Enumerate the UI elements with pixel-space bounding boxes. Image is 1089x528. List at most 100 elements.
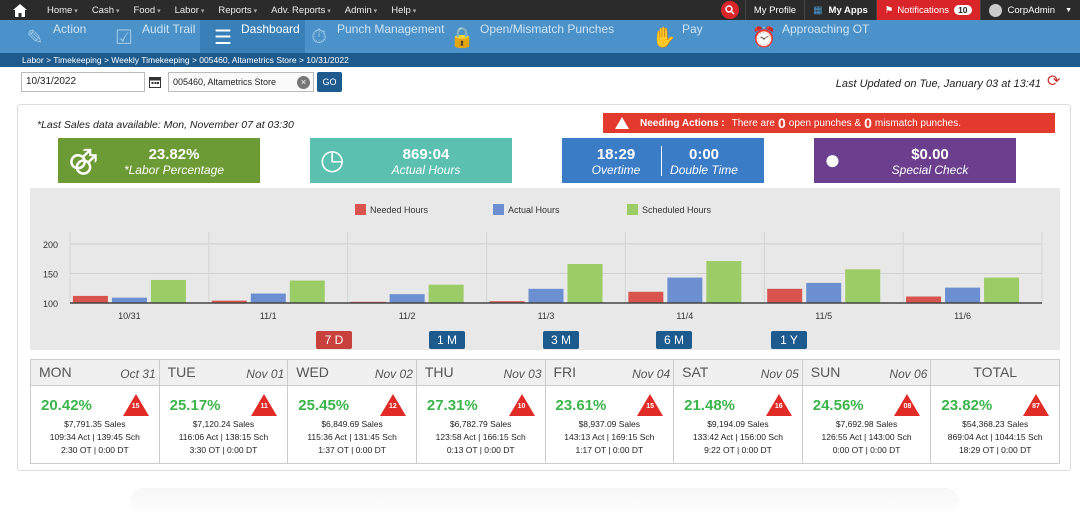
alert-warning-icon[interactable]: 87 xyxy=(1023,394,1049,417)
worker-icon: ⚣ xyxy=(68,144,99,175)
special-check-tile[interactable]: ● $0.00 Special Check xyxy=(814,138,1016,183)
alert-warning-icon[interactable]: 15 xyxy=(122,394,149,417)
my-profile-link[interactable]: My Profile xyxy=(744,0,804,20)
bar-scheduled-hours xyxy=(567,264,603,303)
labor-percent: 23.61% xyxy=(555,397,607,414)
alert-count: 16 xyxy=(774,403,783,410)
day-header: TOTAL xyxy=(931,360,1059,386)
money-hand-icon: ✋ xyxy=(651,26,677,49)
weekly-summary: MON Oct 31 20.42% 15 $7,791.35 Sales 109:34 A… xyxy=(30,359,1060,464)
overtime-value: 18:29 xyxy=(596,146,636,163)
search-icon[interactable] xyxy=(720,1,739,19)
day-name: SUN xyxy=(810,364,841,380)
overtime-tile[interactable]: 18:29 Overtime 0:00 Double Time xyxy=(562,138,764,183)
user-menu[interactable]: CorpAdmin ▼ xyxy=(979,0,1080,20)
nav-punch-management[interactable]: ⏱ Punch Management xyxy=(305,20,448,53)
menu-food[interactable]: Food xyxy=(126,5,167,16)
refresh-icon[interactable]: ⟳ xyxy=(1047,73,1061,90)
nav-action[interactable]: ✎ Action xyxy=(20,20,108,53)
y-tick-label: 200 xyxy=(43,240,58,250)
my-apps-link[interactable]: ▦ My Apps xyxy=(804,0,876,20)
labor-percent: 21.48% xyxy=(684,397,735,414)
punch-clock-icon: ⏱ xyxy=(311,25,327,48)
hours-text: 123:58 Act | 166:15 Sch xyxy=(435,432,526,442)
nav-audit-trail[interactable]: ☑ Audit Trail xyxy=(108,20,200,53)
store-input[interactable]: 005460, Altametrics Store × xyxy=(168,72,314,92)
menu-adv-reports[interactable]: Adv. Reports xyxy=(264,5,338,16)
labor-percent: 24.56% xyxy=(812,397,864,414)
alert-warning-icon[interactable]: 11 xyxy=(251,394,278,417)
special-check-value: $0.00 xyxy=(911,146,949,163)
alert-warning-icon[interactable]: 08 xyxy=(894,394,921,417)
menu-reports[interactable]: Reports xyxy=(211,5,264,16)
period-button-6m[interactable]: 6 M xyxy=(656,331,692,349)
ot-text: 0:00 OT | 0:00 DT xyxy=(832,445,901,455)
actual-hours-value: 869:04 xyxy=(402,146,450,163)
day-date: Nov 02 xyxy=(374,367,413,381)
day-card-mon[interactable]: MON Oct 31 20.42% 15 $7,791.35 Sales 109:34 A… xyxy=(31,360,160,463)
home-icon[interactable] xyxy=(0,0,40,20)
actual-hours-tile[interactable]: ◷ 869:04 Actual Hours xyxy=(310,138,512,183)
day-card-sun[interactable]: SUN Nov 06 24.56% 08 $7,692.98 Sales 126:55 A… xyxy=(802,360,932,463)
alert-prefix: Needing Actions : xyxy=(640,117,725,129)
clear-icon[interactable]: × xyxy=(297,76,310,89)
menu-home[interactable]: Home xyxy=(40,5,85,16)
legend-label: Scheduled Hours xyxy=(642,205,712,215)
alert-warning-icon[interactable]: 12 xyxy=(379,394,406,417)
pencil-icon: ✎ xyxy=(26,26,44,49)
menu-admin[interactable]: Admin xyxy=(338,5,384,16)
alert-warning-icon[interactable]: 16 xyxy=(765,394,792,417)
notifications-label: Notifications xyxy=(897,4,950,16)
double-time-value: 0:00 xyxy=(688,146,720,163)
bar-scheduled-hours xyxy=(984,277,1020,303)
ot-text: 9:22 OT | 0:00 DT xyxy=(704,445,772,455)
alert-count: 11 xyxy=(260,403,268,410)
needing-actions-alert[interactable]: Needing Actions : There are 0 open punch… xyxy=(603,113,1055,133)
x-tick-label: 11/2 xyxy=(399,311,416,321)
period-button-1m[interactable]: 1 M xyxy=(429,331,465,349)
period-button-7d[interactable]: 7 D xyxy=(316,331,352,349)
day-date: Nov 04 xyxy=(632,367,671,381)
menu-help[interactable]: Help xyxy=(384,5,423,16)
period-button-1y[interactable]: 1 Y xyxy=(771,331,807,349)
alert-text-3: mismatch punches. xyxy=(874,117,962,129)
day-name: TOTAL xyxy=(973,364,1018,380)
bar-needed-hours xyxy=(906,296,942,303)
bar-scheduled-hours xyxy=(150,279,186,303)
menu-labor[interactable]: Labor xyxy=(168,5,212,16)
nav-label: Pay xyxy=(682,22,703,36)
day-name: SAT xyxy=(682,364,709,380)
labor-percentage-value: 23.82% xyxy=(148,146,200,163)
nav-pay[interactable]: ✋ Pay xyxy=(626,20,746,53)
notifications-button[interactable]: ⚑ Notifications 10 xyxy=(875,0,980,20)
page-shadow xyxy=(130,488,960,516)
alert-count: 10 xyxy=(517,403,526,410)
alert-count: 87 xyxy=(1032,403,1040,410)
bar-actual-hours xyxy=(528,288,564,303)
nav-dashboard[interactable]: ☰ Dashboard xyxy=(200,20,305,53)
labor-percent: 27.31% xyxy=(426,397,478,414)
day-card-tue[interactable]: TUE Nov 01 25.17% 11 $7,120.24 Sales 116:06 A… xyxy=(159,360,289,463)
x-tick-label: 10/31 xyxy=(118,311,141,321)
labor-percentage-tile[interactable]: ⚣ 23.82% *Labor Percentage xyxy=(58,138,260,183)
day-card-fri[interactable]: FRI Nov 04 23.61% 15 $8,937.09 Sales 143:13 A… xyxy=(545,360,675,463)
module-nav: ✎ Action ☑ Audit Trail ☰ Dashboard ⏱ Punch Mana… xyxy=(0,20,1080,53)
special-check-label: Special Check xyxy=(891,163,969,177)
period-button-3m[interactable]: 3 M xyxy=(543,331,579,349)
day-card-total[interactable]: TOTAL 23.82% 87 $54,368.23 Sales 869:04 Act … xyxy=(931,360,1059,463)
day-card-wed[interactable]: WED Nov 02 25.45% 12 $6,849.69 Sales 115:36 A… xyxy=(288,360,417,463)
day-card-sat[interactable]: SAT Nov 05 21.48% 16 $9,194.09 Sales 133:42 A… xyxy=(674,360,803,463)
alert-warning-icon[interactable]: 10 xyxy=(508,394,535,417)
alert-warning-icon[interactable]: 15 xyxy=(637,394,664,417)
nav-approaching-ot[interactable]: ⏰ Approaching OT xyxy=(746,20,946,53)
date-input[interactable]: 10/31/2022 xyxy=(21,72,145,92)
calendar-icon[interactable] xyxy=(145,72,165,92)
go-button[interactable]: GO xyxy=(317,72,342,92)
nav-open-mismatch-punches[interactable]: 🔒 Open/Mismatch Punches xyxy=(448,20,626,53)
labor-percent: 23.82% xyxy=(941,397,993,414)
legend-swatch xyxy=(355,204,366,215)
day-card-thu[interactable]: THU Nov 03 27.31% 10 $6,782.79 Sales 123:58 A… xyxy=(416,360,546,463)
menu-cash[interactable]: Cash xyxy=(85,5,127,16)
hours-text: 116:06 Act | 138:15 Sch xyxy=(178,432,269,442)
clock-icon: ◷ xyxy=(320,144,345,175)
